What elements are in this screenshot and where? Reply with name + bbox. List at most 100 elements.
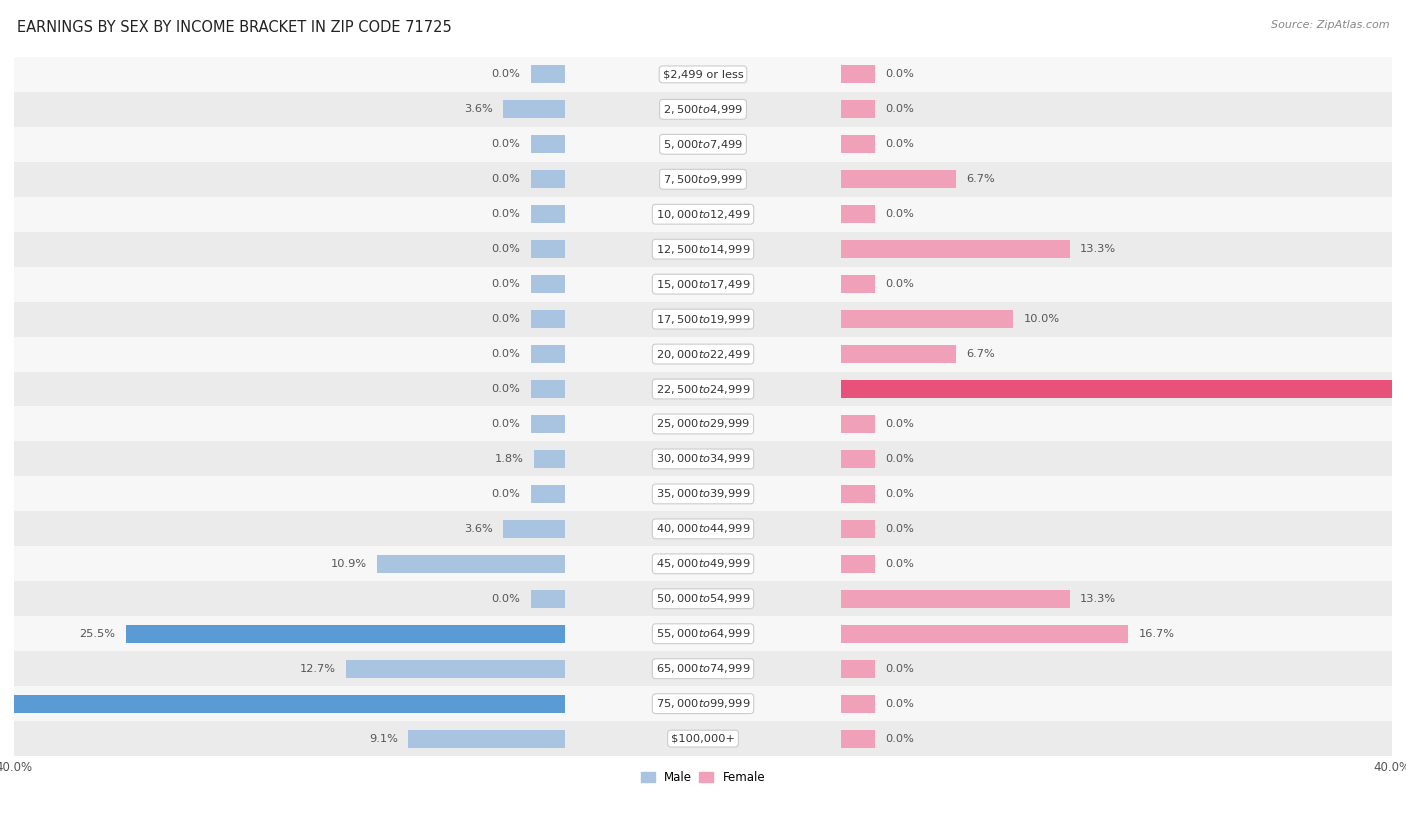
Bar: [534, 450, 565, 468]
Text: $25,000 to $29,999: $25,000 to $29,999: [655, 418, 751, 430]
Bar: [841, 415, 875, 433]
Text: 0.0%: 0.0%: [886, 733, 914, 744]
Bar: [377, 554, 565, 573]
Bar: [531, 380, 565, 398]
Bar: [14, 337, 1392, 372]
Bar: [531, 240, 565, 259]
Text: $5,000 to $7,499: $5,000 to $7,499: [664, 138, 742, 150]
Text: 25.5%: 25.5%: [80, 628, 115, 639]
Text: 9.1%: 9.1%: [370, 733, 398, 744]
Text: 0.0%: 0.0%: [492, 419, 520, 429]
Text: $30,000 to $34,999: $30,000 to $34,999: [655, 453, 751, 465]
Bar: [14, 302, 1392, 337]
Text: 0.0%: 0.0%: [492, 489, 520, 499]
Text: 10.9%: 10.9%: [330, 559, 367, 569]
Text: $40,000 to $44,999: $40,000 to $44,999: [655, 523, 751, 535]
Text: $15,000 to $17,499: $15,000 to $17,499: [655, 278, 751, 290]
Bar: [14, 441, 1392, 476]
Text: $55,000 to $64,999: $55,000 to $64,999: [655, 628, 751, 640]
Text: $2,500 to $4,999: $2,500 to $4,999: [664, 103, 742, 115]
Text: $22,500 to $24,999: $22,500 to $24,999: [655, 383, 751, 395]
Bar: [841, 694, 875, 713]
Text: $35,000 to $39,999: $35,000 to $39,999: [655, 488, 751, 500]
Bar: [14, 162, 1392, 197]
Bar: [14, 721, 1392, 756]
Bar: [531, 310, 565, 328]
Bar: [841, 485, 875, 503]
Text: 0.0%: 0.0%: [886, 279, 914, 289]
Text: $65,000 to $74,999: $65,000 to $74,999: [655, 663, 751, 675]
Bar: [841, 205, 875, 224]
Text: $12,500 to $14,999: $12,500 to $14,999: [655, 243, 751, 255]
Bar: [531, 205, 565, 224]
Text: $50,000 to $54,999: $50,000 to $54,999: [655, 593, 751, 605]
Bar: [841, 65, 875, 84]
Text: $2,499 or less: $2,499 or less: [662, 69, 744, 80]
Text: 12.7%: 12.7%: [299, 663, 336, 674]
Bar: [14, 476, 1392, 511]
Bar: [14, 197, 1392, 232]
Text: 0.0%: 0.0%: [492, 244, 520, 254]
Bar: [14, 406, 1392, 441]
Bar: [841, 275, 875, 293]
Bar: [127, 624, 565, 643]
Bar: [503, 520, 565, 538]
Bar: [841, 624, 1129, 643]
Bar: [346, 659, 565, 678]
Text: 0.0%: 0.0%: [886, 209, 914, 220]
Bar: [14, 92, 1392, 127]
Bar: [841, 589, 1070, 608]
Bar: [531, 65, 565, 84]
Bar: [14, 511, 1392, 546]
Text: 3.6%: 3.6%: [464, 524, 494, 534]
Text: 1.8%: 1.8%: [495, 454, 524, 464]
Bar: [841, 100, 875, 119]
Text: Source: ZipAtlas.com: Source: ZipAtlas.com: [1271, 20, 1389, 30]
Bar: [531, 345, 565, 363]
Text: $17,500 to $19,999: $17,500 to $19,999: [655, 313, 751, 325]
Text: 0.0%: 0.0%: [492, 174, 520, 185]
Text: $45,000 to $49,999: $45,000 to $49,999: [655, 558, 751, 570]
Bar: [841, 310, 1012, 328]
Text: 0.0%: 0.0%: [886, 524, 914, 534]
Text: 16.7%: 16.7%: [1139, 628, 1175, 639]
Bar: [841, 345, 956, 363]
Bar: [841, 554, 875, 573]
Bar: [14, 581, 1392, 616]
Bar: [531, 275, 565, 293]
Text: 0.0%: 0.0%: [886, 698, 914, 709]
Text: $7,500 to $9,999: $7,500 to $9,999: [664, 173, 742, 185]
Bar: [841, 729, 875, 748]
Bar: [14, 127, 1392, 162]
Bar: [409, 729, 565, 748]
Text: 0.0%: 0.0%: [492, 139, 520, 150]
Bar: [531, 170, 565, 189]
Text: 0.0%: 0.0%: [886, 419, 914, 429]
Text: 0.0%: 0.0%: [492, 209, 520, 220]
Bar: [503, 100, 565, 119]
Legend: Male, Female: Male, Female: [636, 766, 770, 789]
Text: $10,000 to $12,499: $10,000 to $12,499: [655, 208, 751, 220]
Bar: [841, 380, 1406, 398]
Bar: [841, 135, 875, 154]
Bar: [841, 450, 875, 468]
Text: 0.0%: 0.0%: [492, 349, 520, 359]
Text: $75,000 to $99,999: $75,000 to $99,999: [655, 698, 751, 710]
Bar: [14, 57, 1392, 92]
Bar: [531, 415, 565, 433]
Text: $20,000 to $22,499: $20,000 to $22,499: [655, 348, 751, 360]
Text: 13.3%: 13.3%: [1080, 593, 1116, 604]
Text: 0.0%: 0.0%: [492, 314, 520, 324]
Text: EARNINGS BY SEX BY INCOME BRACKET IN ZIP CODE 71725: EARNINGS BY SEX BY INCOME BRACKET IN ZIP…: [17, 20, 451, 35]
Bar: [1, 694, 565, 713]
Bar: [531, 589, 565, 608]
Text: 0.0%: 0.0%: [886, 104, 914, 115]
Text: 0.0%: 0.0%: [492, 384, 520, 394]
Text: 10.0%: 10.0%: [1024, 314, 1060, 324]
Bar: [841, 240, 1070, 259]
Bar: [14, 651, 1392, 686]
Text: 0.0%: 0.0%: [886, 69, 914, 80]
Bar: [14, 616, 1392, 651]
Text: 0.0%: 0.0%: [886, 139, 914, 150]
Bar: [14, 267, 1392, 302]
